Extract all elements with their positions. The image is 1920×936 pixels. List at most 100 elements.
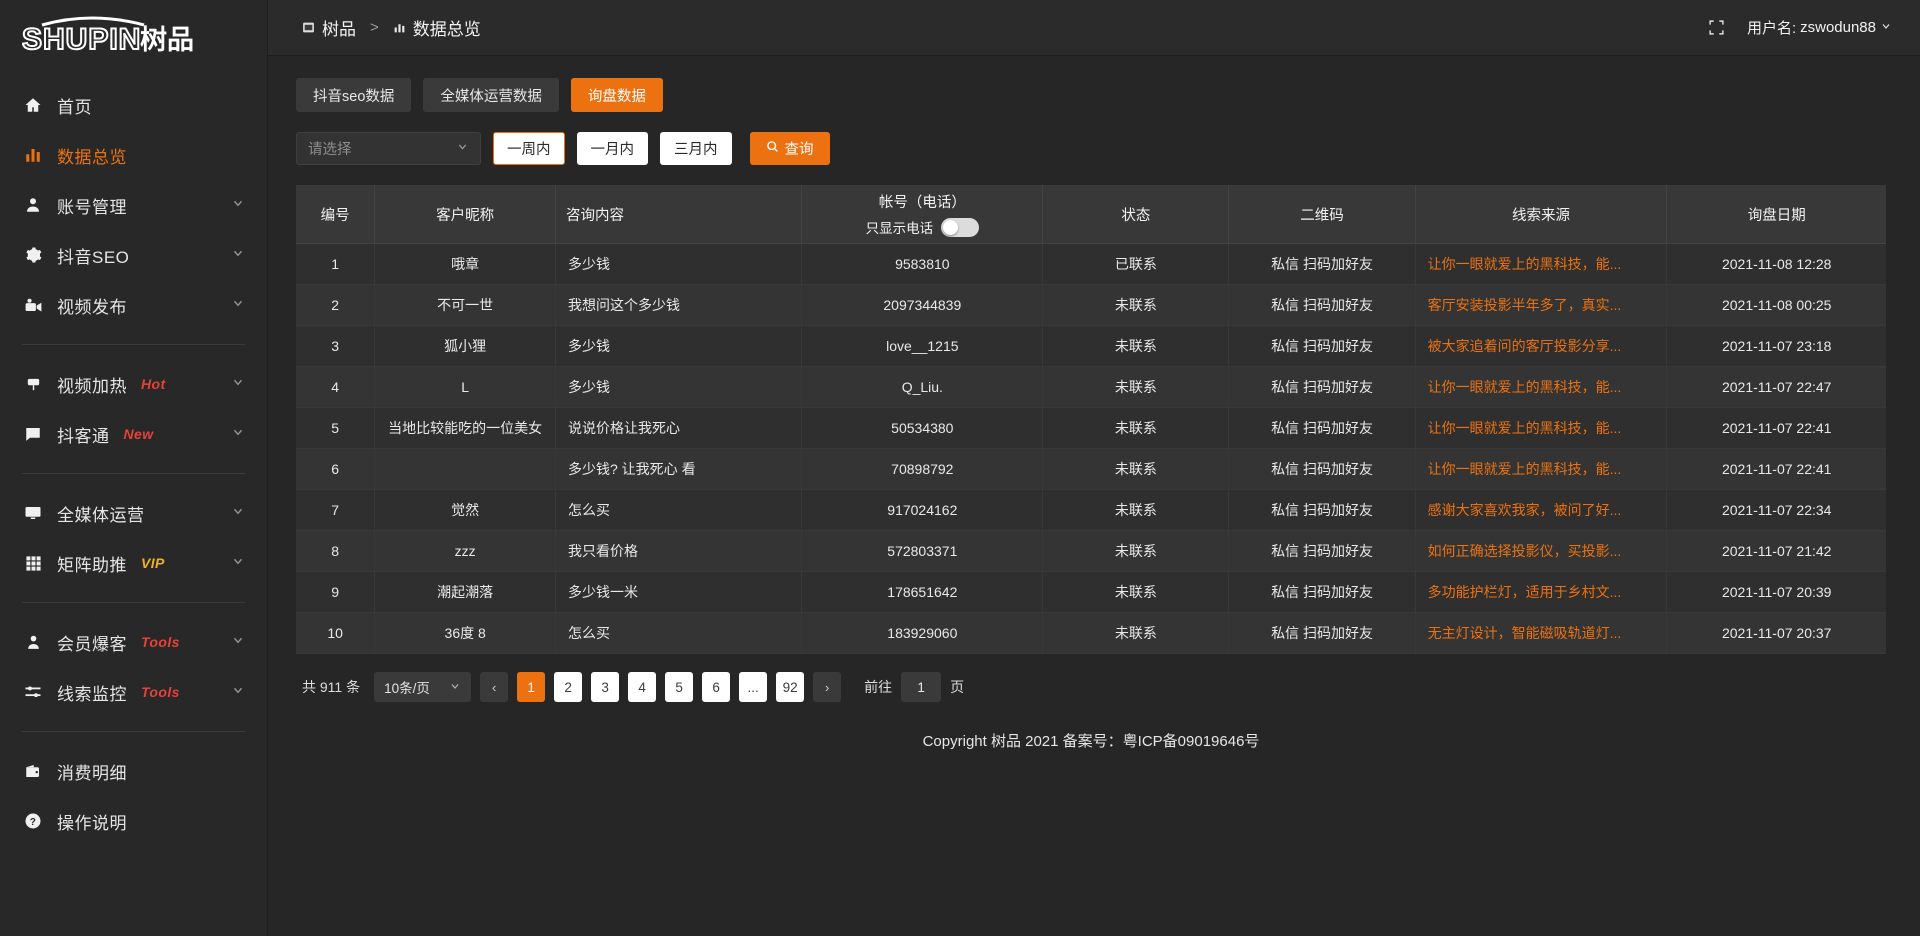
sidebar-item-label: 数据总览 <box>57 147 127 167</box>
breadcrumb-root[interactable]: 树品 <box>302 15 356 40</box>
cell-source[interactable]: 无主灯设计，智能磁吸轨道灯... <box>1415 612 1668 654</box>
table-head: 编号 客户昵称 咨询内容 帐号（电话） 只显示电话 <box>296 185 1886 244</box>
page-size-select[interactable]: 10条/页 <box>374 672 472 702</box>
source-link[interactable]: 让你一眼就爱上的黑科技，能... <box>1427 461 1622 477</box>
range-button-three-months[interactable]: 三月内 <box>660 132 732 165</box>
th-status: 状态 <box>1042 185 1230 244</box>
source-link[interactable]: 多功能护栏灯，适用于乡村文... <box>1427 584 1622 600</box>
chevron-down-icon <box>231 245 245 265</box>
cell-content: 怎么买 <box>555 612 803 654</box>
cell-source[interactable]: 被大家追着问的客厅投影分享... <box>1415 325 1668 367</box>
pagination-page-4[interactable]: 4 <box>628 672 657 702</box>
sidebar-item-label: 抖音SEO <box>57 247 130 267</box>
cell-nickname: L <box>374 366 556 408</box>
cell-account: love__1215 <box>801 325 1044 367</box>
query-button[interactable]: 查询 <box>749 132 830 165</box>
cell-source[interactable]: 让你一眼就爱上的黑科技，能... <box>1415 448 1668 490</box>
sidebar-item-consumption-details[interactable]: 消费明细 <box>0 746 267 796</box>
pagination-next[interactable]: › <box>813 672 842 702</box>
table-row[interactable]: 10 36度 8 怎么买 183929060 未联系 私信 扫码加好友 无主灯设… <box>296 612 1886 654</box>
app-square-icon <box>302 21 315 34</box>
tab-inquiry-data[interactable]: 询盘数据 <box>570 78 663 112</box>
source-link[interactable]: 无主灯设计，智能磁吸轨道灯... <box>1427 625 1622 641</box>
source-link[interactable]: 如何正确选择投影仪，买投影... <box>1427 543 1622 559</box>
fullscreen-icon[interactable] <box>1708 19 1725 36</box>
cell-status: 未联系 <box>1042 489 1230 531</box>
pagination-page-6[interactable]: 6 <box>702 672 731 702</box>
table-row[interactable]: 6 多少钱? 让我死心 看 70898792 未联系 私信 扫码加好友 让你一眼… <box>296 448 1886 490</box>
sidebar-item-video-boost[interactable]: 视频加热 Hot <box>0 359 267 409</box>
table-row[interactable]: 7 觉然 怎么买 917024162 未联系 私信 扫码加好友 感谢大家喜欢我家… <box>296 489 1886 531</box>
cell-source[interactable]: 让你一眼就爱上的黑科技，能... <box>1415 407 1668 449</box>
cell-qrcode[interactable]: 私信 扫码加好友 <box>1228 407 1416 449</box>
pagination-page-last[interactable]: 92 <box>776 672 805 702</box>
range-button-one-month[interactable]: 一月内 <box>576 132 648 165</box>
source-link[interactable]: 让你一眼就爱上的黑科技，能... <box>1427 256 1622 272</box>
table-row[interactable]: 8 zzz 我只看价格 572803371 未联系 私信 扫码加好友 如何正确选… <box>296 530 1886 572</box>
cell-source[interactable]: 多功能护栏灯，适用于乡村文... <box>1415 571 1668 613</box>
account-select[interactable]: 请选择 <box>296 132 481 165</box>
user-menu[interactable]: 用户名: zswodun88 <box>1747 17 1892 38</box>
sidebar-badge-tools: Tools <box>141 684 180 700</box>
cell-date: 2021-11-07 23:18 <box>1666 325 1886 367</box>
cell-qrcode[interactable]: 私信 扫码加好友 <box>1228 448 1416 490</box>
sidebar-item-omnimedia-operations[interactable]: 全媒体运营 <box>0 488 267 538</box>
brand-logo[interactable]: SHUPIN 树品 <box>0 0 267 62</box>
cell-source[interactable]: 让你一眼就爱上的黑科技，能... <box>1415 243 1668 285</box>
th-source: 线索来源 <box>1415 185 1668 244</box>
cell-content: 多少钱? 让我死心 看 <box>555 448 803 490</box>
cell-id: 2 <box>296 284 376 326</box>
sidebar-item-lead-monitoring[interactable]: 线索监控 Tools <box>0 667 267 717</box>
pagination-page-3[interactable]: 3 <box>591 672 620 702</box>
sidebar-item-data-overview[interactable]: 数据总览 <box>0 130 267 180</box>
source-link[interactable]: 客厅安装投影半年多了，真实... <box>1427 297 1622 313</box>
cell-qrcode[interactable]: 私信 扫码加好友 <box>1228 612 1416 654</box>
table-row[interactable]: 4 L 多少钱 Q_Liu. 未联系 私信 扫码加好友 让你一眼就爱上的黑科技，… <box>296 366 1886 408</box>
table-row[interactable]: 1 哦章 多少钱 9583810 已联系 私信 扫码加好友 让你一眼就爱上的黑科… <box>296 243 1886 285</box>
source-link[interactable]: 让你一眼就爱上的黑科技，能... <box>1427 379 1622 395</box>
pagination-page-5[interactable]: 5 <box>665 672 694 702</box>
range-button-one-week[interactable]: 一周内 <box>493 132 565 165</box>
cell-source[interactable]: 让你一眼就爱上的黑科技，能... <box>1415 366 1668 408</box>
pagination-page-2[interactable]: 2 <box>554 672 583 702</box>
cell-qrcode[interactable]: 私信 扫码加好友 <box>1228 325 1416 367</box>
cell-source[interactable]: 感谢大家喜欢我家，被问了好... <box>1415 489 1668 531</box>
table-row[interactable]: 5 当地比较能吃的一位美女 说说价格让我死心 50534380 未联系 私信 扫… <box>296 407 1886 449</box>
source-link[interactable]: 感谢大家喜欢我家，被问了好... <box>1427 502 1622 518</box>
cell-status: 未联系 <box>1042 366 1230 408</box>
sidebar-item-home[interactable]: 首页 <box>0 80 267 130</box>
cell-qrcode[interactable]: 私信 扫码加好友 <box>1228 243 1416 285</box>
cell-source[interactable]: 客厅安装投影半年多了，真实... <box>1415 284 1668 326</box>
th-date: 询盘日期 <box>1666 185 1886 244</box>
only-show-phone-toggle[interactable] <box>941 217 980 237</box>
cell-qrcode[interactable]: 私信 扫码加好友 <box>1228 489 1416 531</box>
cell-qrcode[interactable]: 私信 扫码加好友 <box>1228 366 1416 408</box>
sidebar-item-video-publish[interactable]: 视频发布 <box>0 280 267 330</box>
source-link[interactable]: 被大家追着问的客厅投影分享... <box>1427 338 1622 354</box>
sidebar-item-member-boost[interactable]: 会员爆客 Tools <box>0 617 267 667</box>
tab-douyin-seo-data[interactable]: 抖音seo数据 <box>296 78 412 112</box>
table-row[interactable]: 2 不可一世 我想问这个多少钱 2097344839 未联系 私信 扫码加好友 … <box>296 284 1886 326</box>
cell-qrcode[interactable]: 私信 扫码加好友 <box>1228 284 1416 326</box>
source-link[interactable]: 让你一眼就爱上的黑科技，能... <box>1427 420 1622 436</box>
th-qrcode: 二维码 <box>1228 185 1416 244</box>
cell-status: 未联系 <box>1042 612 1230 654</box>
sidebar-item-douketong[interactable]: 抖客通 New <box>0 409 267 459</box>
cell-qrcode[interactable]: 私信 扫码加好友 <box>1228 571 1416 613</box>
pagination-goto-input[interactable] <box>901 672 942 702</box>
cell-source[interactable]: 如何正确选择投影仪，买投影... <box>1415 530 1668 572</box>
pagination-page-1[interactable]: 1 <box>517 672 546 702</box>
table-row[interactable]: 3 狐小狸 多少钱 love__1215 未联系 私信 扫码加好友 被大家追着问… <box>296 325 1886 367</box>
sidebar-item-account-management[interactable]: 账号管理 <box>0 180 267 230</box>
pagination-ellipsis[interactable]: ... <box>739 672 768 702</box>
pagination-prev[interactable]: ‹ <box>480 672 509 702</box>
chevron-down-icon <box>231 682 245 702</box>
table-row[interactable]: 9 潮起潮落 多少钱一米 178651642 未联系 私信 扫码加好友 多功能护… <box>296 571 1886 613</box>
sidebar-item-label: 首页 <box>57 97 92 117</box>
sidebar-item-matrix-boost[interactable]: 矩阵助推 VIP <box>0 538 267 588</box>
cell-account: 917024162 <box>801 489 1044 531</box>
sidebar-item-instructions[interactable]: ? 操作说明 <box>0 796 267 846</box>
sidebar-item-douyin-seo[interactable]: 抖音SEO <box>0 230 267 280</box>
cell-qrcode[interactable]: 私信 扫码加好友 <box>1228 530 1416 572</box>
tab-omnimedia-operations-data[interactable]: 全媒体运营数据 <box>423 78 559 112</box>
